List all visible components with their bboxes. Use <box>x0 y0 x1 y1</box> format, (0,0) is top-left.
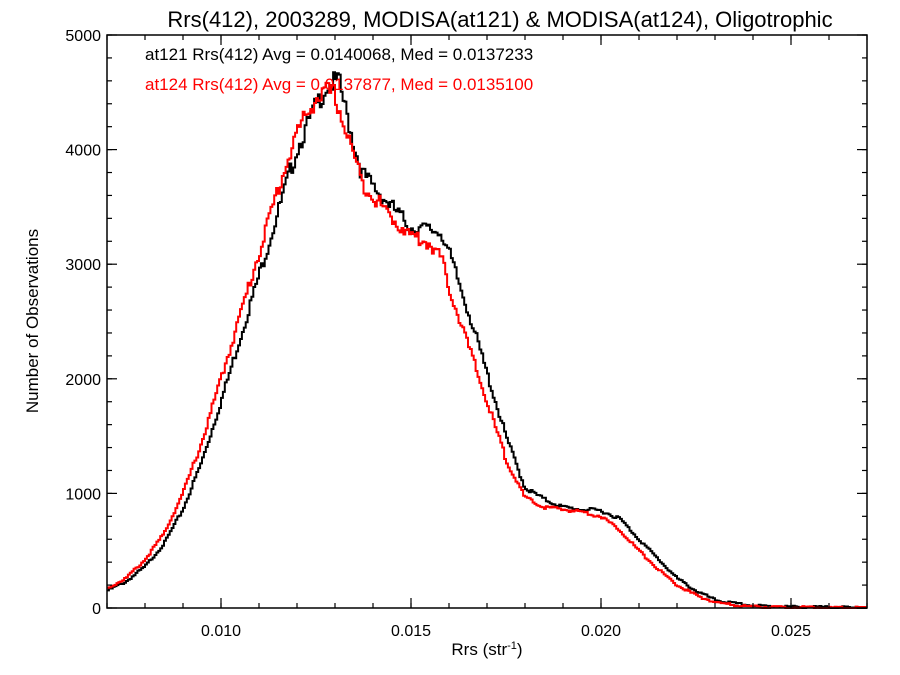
x-tick-label: 0.020 <box>581 623 621 640</box>
x-axis-label: Rrs (str-1) <box>451 640 522 659</box>
y-tick-label: 1000 <box>65 486 101 503</box>
y-tick-label: 0 <box>92 601 101 618</box>
series-layer <box>107 71 867 609</box>
y-axis-label: Number of Observations <box>23 229 42 413</box>
chart-title: Rrs(412), 2003289, MODISA(at121) & MODIS… <box>167 7 832 32</box>
series-line-0 <box>107 71 867 609</box>
series-line-1 <box>107 81 867 609</box>
x-axis-label-close: ) <box>517 640 523 659</box>
x-tick-label: 0.010 <box>201 623 241 640</box>
plot-frame <box>106 34 868 609</box>
x-axis-label-base: Rrs (str <box>451 640 507 659</box>
annotation-at124: at124 Rrs(412) Avg = 0.0137877, Med = 0.… <box>145 75 533 94</box>
ticks-layer: 0.010 0.015 0.020 0.025 0 1000 2000 3000 4000 500… <box>65 28 868 640</box>
x-tick-label: 0.025 <box>771 623 811 640</box>
annotation-at121: at121 Rrs(412) Avg = 0.0140068, Med = 0.… <box>145 45 533 64</box>
y-tick-label: 5000 <box>65 28 101 45</box>
y-tick-label: 2000 <box>65 372 101 389</box>
y-tick-label: 3000 <box>65 257 101 274</box>
x-axis-label-sup: -1 <box>507 640 517 652</box>
y-tick-label: 4000 <box>65 143 101 160</box>
x-tick-label: 0.015 <box>391 623 431 640</box>
